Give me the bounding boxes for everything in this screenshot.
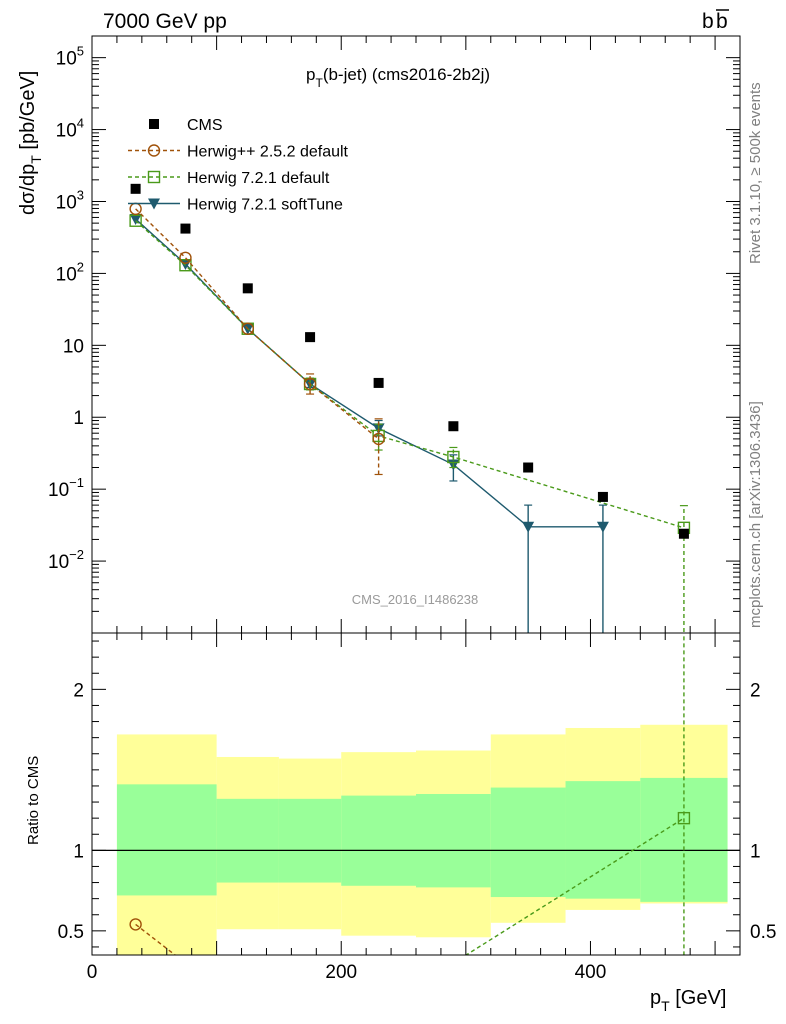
green-band (341, 795, 416, 886)
data-point (129, 214, 142, 226)
legend-marker (149, 119, 159, 129)
y-tick-label: 102 (56, 259, 84, 285)
y-tick-label: 10−2 (48, 547, 84, 573)
ratio-point (129, 918, 142, 931)
legend: CMS Herwig++ 2.5.2 default Herwig 7.2.1 de… (128, 117, 349, 214)
y-tick-label: 103 (56, 187, 84, 213)
cms-point (373, 377, 384, 388)
x-tick-label: 200 (325, 962, 357, 983)
legend-label: Herwig 7.2.1 softTune (187, 197, 343, 214)
ratio-line (135, 923, 177, 955)
top-data (129, 183, 691, 633)
ratio-ticks: 0.5 0.5 1 1 2 2 0 200 400 (58, 633, 776, 983)
data-point (596, 521, 609, 533)
ratio-y-tick-label: 1 (750, 841, 761, 862)
y-tick-label: 1 (73, 408, 84, 429)
data-point (241, 322, 254, 335)
series-line (135, 220, 685, 529)
x-tick-label: 0 (87, 962, 98, 983)
cms-point (180, 223, 191, 234)
legend-label: CMS (187, 117, 223, 134)
legend-marker (148, 198, 160, 210)
ratio-y-tick-label: 0.5 (750, 922, 776, 943)
y-tick-label: 105 (56, 44, 84, 70)
legend-marker (147, 170, 161, 184)
cms-point (305, 332, 316, 343)
legend-label: Herwig++ 2.5.2 default (187, 144, 349, 161)
data-point (303, 377, 317, 391)
data-point (372, 432, 385, 446)
top-panel: 10−2 10−1 1 10 102 103 104 105 pT(b-jet) (cms20… (17, 35, 741, 634)
data-point (129, 214, 142, 227)
green-band (565, 781, 641, 899)
data-point (179, 251, 192, 264)
top-y-tick-labels: 10−2 10−1 1 10 102 103 104 105 (48, 44, 84, 573)
series-line (135, 218, 603, 528)
legend-marker (147, 144, 161, 157)
data-point (522, 521, 535, 533)
green-band (216, 798, 279, 883)
ratio-y-tick-label: 0.5 (58, 922, 84, 943)
header-right-bbar: b (716, 10, 728, 33)
ratio-point (677, 811, 691, 825)
ratio-y-tick-label: 2 (73, 680, 84, 701)
ratio-panel: 0.5 0.5 1 1 2 2 0 200 400 Ratio to CMS pT [GeV] (25, 632, 776, 1014)
series-line (135, 208, 380, 440)
cms-point (130, 183, 141, 194)
rivet-label: Rivet 3.1.10, ≥ 500k events (747, 82, 764, 264)
analysis-watermark: CMS_2016_I1486238 (352, 592, 479, 607)
ratio-data (92, 633, 740, 955)
ratio-bands (116, 724, 728, 955)
x-tick-label: 400 (575, 962, 607, 983)
cms-point (448, 421, 459, 432)
cms-point (678, 528, 689, 539)
green-band (416, 794, 491, 888)
ratio-line (464, 817, 685, 955)
cms-point (597, 491, 608, 502)
header-right: b b (702, 9, 729, 33)
ratio-y-label: Ratio to CMS (25, 756, 42, 845)
legend-label: Herwig 7.2.1 default (187, 170, 330, 187)
y-axis-label: dσ/dpT [pb/GeV] (17, 71, 44, 215)
plot-title: pT(b-jet) (cms2016-2b2j) (306, 65, 490, 90)
y-tick-label: 10−1 (48, 475, 84, 501)
cms-point (523, 462, 534, 473)
cms-point (242, 283, 253, 294)
green-band (278, 798, 342, 883)
y-tick-label: 10 (63, 336, 84, 357)
y-tick-label: 104 (56, 116, 84, 142)
ratio-frame (91, 632, 741, 956)
mcplots-label: mcplots.cern.ch [arXiv:1306.3436] (747, 401, 764, 628)
header-left: 7000 GeV pp (103, 10, 227, 33)
green-band (490, 787, 566, 898)
x-axis-label: pT [GeV] (650, 987, 726, 1014)
header-right-b: b (702, 10, 714, 33)
ratio-y-tick-label: 1 (73, 841, 84, 862)
data-point (447, 450, 460, 464)
data-point (179, 259, 192, 272)
green-band (116, 784, 217, 896)
ratio-y-tick-label: 2 (750, 680, 761, 701)
